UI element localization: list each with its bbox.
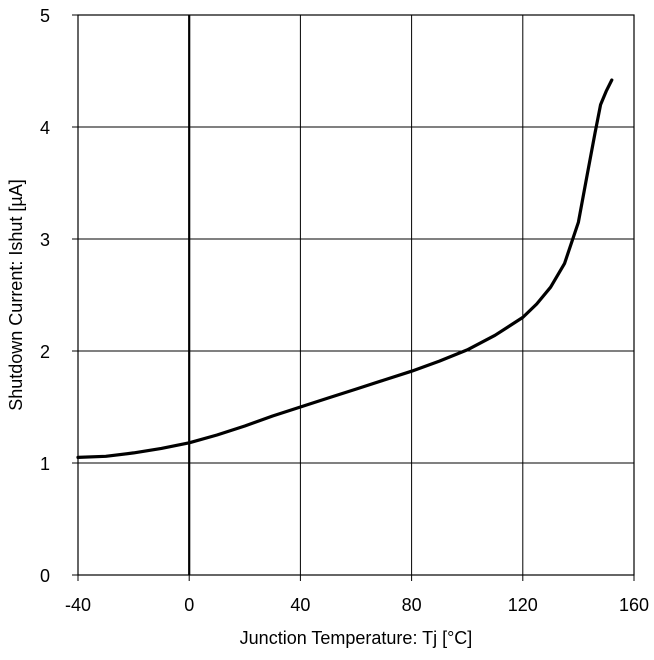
y-tick-label: 5	[40, 6, 50, 26]
y-tick-label: 1	[40, 454, 50, 474]
x-tick-label: 80	[402, 595, 422, 615]
y-tick-label: 3	[40, 230, 50, 250]
y-axis-title: Shutdown Current: Ishut [µA]	[6, 179, 26, 411]
x-tick-label: 40	[290, 595, 310, 615]
grid	[77, 14, 635, 576]
y-tick-label: 4	[40, 118, 50, 138]
x-tick-label: 160	[619, 595, 649, 615]
x-axis-title: Junction Temperature: Tj [°C]	[240, 628, 473, 648]
x-axis: -40 0 40 80 120 160	[65, 575, 649, 615]
y-tick-label: 2	[40, 342, 50, 362]
y-tick-label: 0	[40, 566, 50, 586]
x-tick-label: -40	[65, 595, 91, 615]
x-tick-label: 120	[508, 595, 538, 615]
y-axis: 0 1 2 3 4 5	[40, 6, 78, 586]
series-line-shutdown-current	[76, 78, 614, 459]
plot-frame	[77, 14, 635, 576]
x-tick-label: 0	[184, 595, 194, 615]
